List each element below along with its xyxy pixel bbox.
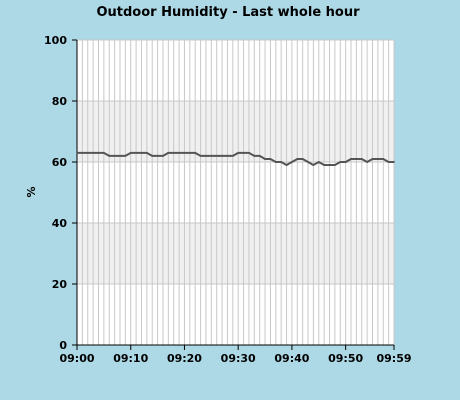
y-tick-label: 100 <box>44 34 67 47</box>
data-point <box>135 151 138 154</box>
data-point <box>188 151 191 154</box>
y-tick-label: 0 <box>59 339 67 352</box>
x-tick-label: 09:59 <box>376 352 411 365</box>
data-point <box>231 155 234 157</box>
data-point <box>113 155 116 157</box>
data-point <box>194 151 197 154</box>
y-tick-label: 80 <box>52 95 68 108</box>
data-point <box>280 161 283 163</box>
data-point <box>307 161 309 163</box>
data-point <box>376 158 379 160</box>
y-tick-label: 40 <box>52 217 68 230</box>
data-point <box>248 151 250 154</box>
data-point <box>145 151 148 154</box>
data-point <box>129 151 132 154</box>
data-point <box>178 151 180 154</box>
data-point <box>205 155 207 157</box>
data-point <box>221 155 223 157</box>
data-point <box>108 155 111 157</box>
plot-background <box>77 40 394 345</box>
data-point <box>323 164 326 166</box>
data-point <box>199 155 202 157</box>
x-tick-label: 09:10 <box>113 352 148 365</box>
data-point <box>172 151 175 154</box>
data-point <box>355 158 358 160</box>
data-point <box>86 151 89 154</box>
data-point <box>119 155 121 157</box>
data-point <box>366 161 369 163</box>
data-point <box>97 151 100 154</box>
data-point <box>140 151 143 154</box>
data-point <box>76 151 78 154</box>
data-point <box>210 155 213 157</box>
data-point <box>264 158 266 160</box>
x-tick-label: 09:20 <box>167 352 202 365</box>
data-point <box>215 155 218 157</box>
data-point <box>285 164 288 166</box>
data-point <box>317 161 320 163</box>
x-tick-label: 09:00 <box>59 352 94 365</box>
data-point <box>328 164 331 166</box>
data-point <box>253 155 256 157</box>
x-tick-label: 09:50 <box>328 352 363 365</box>
y-tick-label: 60 <box>52 156 68 169</box>
data-point <box>124 155 127 157</box>
data-point <box>92 151 95 154</box>
y-axis-label: % <box>25 186 38 197</box>
data-point <box>393 161 395 163</box>
data-point <box>151 155 154 157</box>
data-point <box>387 161 390 163</box>
data-point <box>237 151 240 154</box>
y-tick-label: 20 <box>52 278 68 291</box>
data-point <box>274 161 277 163</box>
x-tick-label: 09:30 <box>221 352 256 365</box>
data-point <box>102 151 105 154</box>
x-tick-label: 09:40 <box>274 352 309 365</box>
plot-band-1 <box>77 223 394 284</box>
data-point <box>167 151 170 154</box>
data-point <box>333 164 336 166</box>
data-point <box>382 158 385 160</box>
data-point <box>242 151 245 154</box>
data-point <box>360 158 363 160</box>
plot-area: 0 20 40 60 80 100 09:00 09:10 09:20 09:30 09:40 09:… <box>44 34 411 365</box>
data-point <box>291 161 293 163</box>
data-point <box>371 158 374 160</box>
data-point <box>301 158 304 160</box>
plot-band-0 <box>77 101 394 162</box>
data-point <box>269 158 272 160</box>
data-point <box>296 158 299 160</box>
data-point <box>350 158 352 160</box>
data-point <box>156 155 159 157</box>
data-point <box>226 155 229 157</box>
data-point <box>339 161 342 163</box>
data-point <box>81 151 84 154</box>
data-point <box>258 155 261 157</box>
chart-title: Outdoor Humidity - Last whole hour <box>96 5 360 20</box>
data-point <box>312 164 315 166</box>
data-point <box>183 151 186 154</box>
data-point <box>162 155 164 157</box>
data-point <box>344 161 347 163</box>
